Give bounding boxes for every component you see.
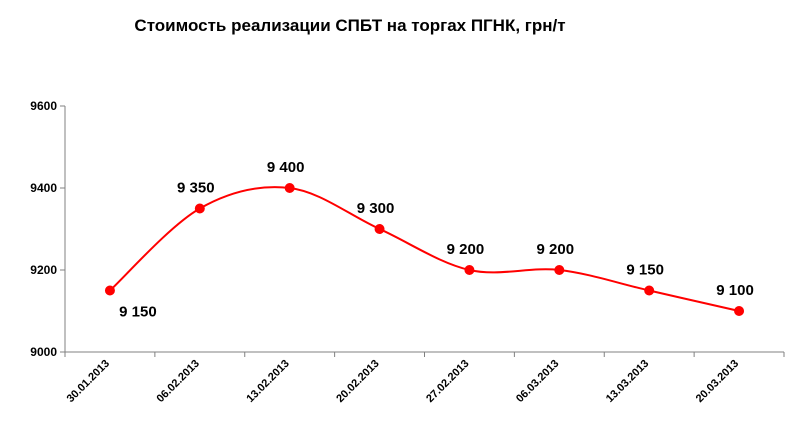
data-point xyxy=(284,183,295,193)
data-point xyxy=(734,306,745,316)
x-axis-ticks: 30.01.2013 06.02.2013 13.02.2013 20.02.2013… xyxy=(64,352,785,405)
x-tick-label: 13.03.2013 xyxy=(604,358,651,405)
data-label: 9 300 xyxy=(357,200,395,217)
data-label: 9 400 xyxy=(267,159,305,176)
x-tick-label: 13.02.2013 xyxy=(244,358,291,405)
data-label: 9 200 xyxy=(447,241,485,258)
y-tick-label: 9000 xyxy=(30,345,57,359)
data-point xyxy=(644,285,655,296)
data-point xyxy=(554,265,565,275)
data-point xyxy=(374,224,385,234)
y-tick-label: 9400 xyxy=(30,181,57,195)
data-point xyxy=(194,203,205,214)
data-label: 9 200 xyxy=(537,241,575,258)
series-group xyxy=(104,183,745,316)
x-tick-label: 20.02.2013 xyxy=(334,358,381,405)
data-label: 9 350 xyxy=(177,180,215,197)
x-tick-label: 30.01.2013 xyxy=(65,358,112,405)
data-point xyxy=(104,285,115,296)
data-label: 9 100 xyxy=(716,282,754,299)
x-tick-label: 06.02.2013 xyxy=(155,358,202,405)
x-tick-label: 20.03.2013 xyxy=(694,358,741,405)
y-tick-label: 9200 xyxy=(30,263,57,277)
data-label: 9 150 xyxy=(626,262,664,279)
data-labels: 9 150 9 350 9 400 9 300 9 200 9 200 9 150 9 100 xyxy=(119,159,754,321)
chart-title: Стоимость реализации СПБТ на торгах ПГНК… xyxy=(134,16,566,35)
data-point xyxy=(464,265,475,275)
data-label: 9 150 xyxy=(119,304,157,321)
x-tick-label: 06.03.2013 xyxy=(514,358,561,405)
y-axis-ticks: 9000 9200 9400 9600 xyxy=(30,99,65,359)
x-tick-label: 27.02.2013 xyxy=(424,358,471,405)
y-tick-label: 9600 xyxy=(30,99,57,113)
